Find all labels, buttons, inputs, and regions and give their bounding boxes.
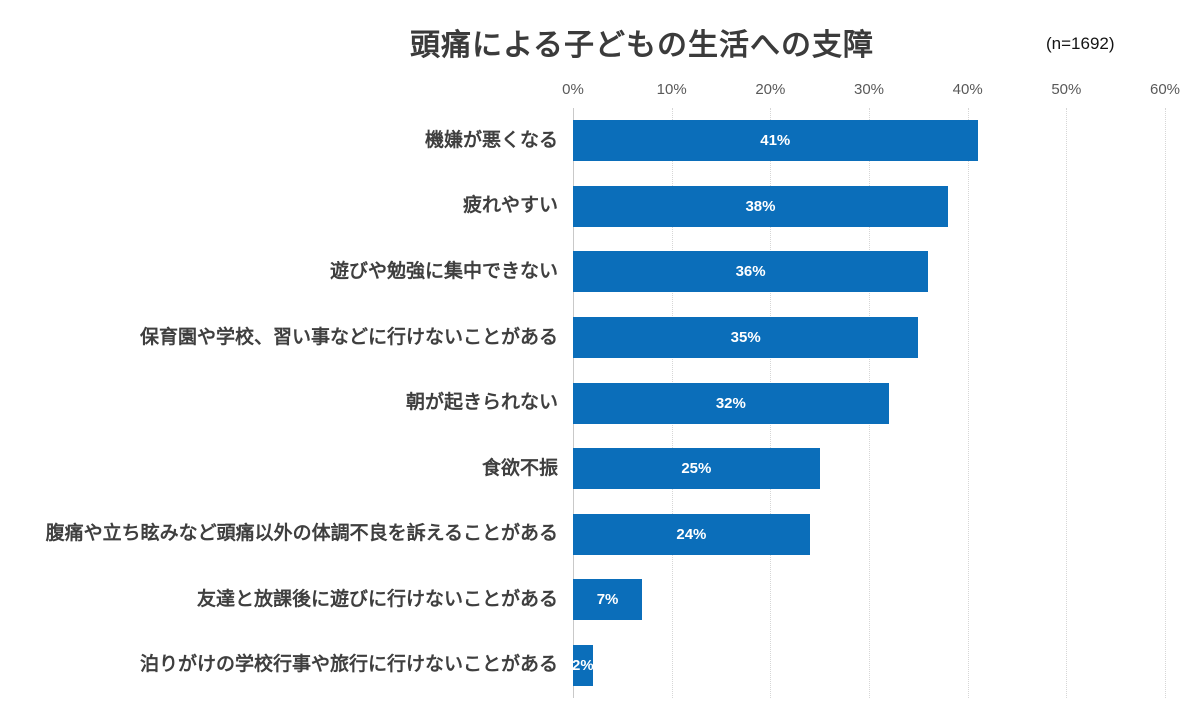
bar: 41% <box>573 120 978 162</box>
bar: 24% <box>573 513 810 555</box>
bar-value-label: 38% <box>745 197 776 215</box>
bar-row: 遊びや勉強に集中できない 36% <box>0 239 1165 305</box>
bar-track: 32% <box>573 382 1165 424</box>
bar: 36% <box>573 251 929 293</box>
x-axis-tick: 0% <box>562 81 584 98</box>
bar-value-label: 36% <box>735 263 766 281</box>
x-axis-tick: 40% <box>952 81 983 98</box>
bar-value-label: 25% <box>681 460 712 478</box>
gridline <box>967 108 969 698</box>
bar-row: 腹痛や立ち眩みなど頭痛以外の体調不良を訴えることがある 24% <box>0 501 1165 567</box>
bar-track: 38% <box>573 185 1165 227</box>
bar-rows: 機嫌が悪くなる 41% 疲れやすい 38% 遊びや勉強に集中できない 36% <box>0 108 1165 698</box>
category-label: 遊びや勉強に集中できない <box>329 261 558 283</box>
category-label: 食欲不振 <box>481 457 558 479</box>
bar: 2% <box>572 644 594 686</box>
bar-row: 保育園や学校、習い事などに行けないことがある 35% <box>0 305 1165 371</box>
bar-track: 7% <box>573 579 1165 621</box>
bar-value-label: 24% <box>676 525 707 543</box>
x-axis: 0% 10% 20% 30% 40% 50% 60% <box>562 81 1180 99</box>
bar-value-label: 32% <box>715 394 746 412</box>
category-label: 友達と放課後に遊びに行けないことがある <box>196 588 558 610</box>
bar-value-label: 41% <box>760 132 791 150</box>
x-axis-tick: 60% <box>1149 81 1181 98</box>
bar-value-label: 35% <box>730 328 761 346</box>
bar-row: 友達と放課後に遊びに行けないことがある 7% <box>0 567 1165 633</box>
x-axis-tick: 10% <box>656 81 687 98</box>
x-axis-tick: 20% <box>755 81 786 98</box>
category-label: 腹痛や立ち眩みなど頭痛以外の体調不良を訴えることがある <box>45 523 558 545</box>
gridline <box>1066 108 1068 698</box>
bar-track: 24% <box>573 513 1165 555</box>
bar-row: 機嫌が悪くなる 41% <box>0 108 1165 174</box>
bar-track: 2% <box>572 644 1165 686</box>
bar: 7% <box>573 579 643 621</box>
bar: 25% <box>573 448 820 490</box>
category-label: 疲れやすい <box>462 195 558 217</box>
x-axis-tick: 30% <box>853 81 885 98</box>
bar: 38% <box>573 185 948 227</box>
category-label: 保育園や学校、習い事などに行けないことがある <box>139 326 558 348</box>
category-label: 機嫌が悪くなる <box>424 129 558 151</box>
bar-track: 36% <box>573 251 1165 293</box>
bar: 35% <box>573 316 919 358</box>
bar-value-label: 7% <box>596 591 619 609</box>
x-axis-tick: 50% <box>1051 81 1082 98</box>
bar-row: 泊りがけの学校行事や旅行に行けないことがある 2% <box>0 633 1165 699</box>
bar-track: 25% <box>573 448 1165 490</box>
bar-value-label: 2% <box>572 656 594 674</box>
bar-row: 疲れやすい 38% <box>0 174 1165 240</box>
bar-row: 朝が起きられない 32% <box>0 370 1165 436</box>
sample-size-label: (n=1692) <box>1046 34 1115 53</box>
bar-track: 35% <box>573 316 1165 358</box>
bar: 32% <box>573 382 889 424</box>
bar-row: 食欲不振 25% <box>0 436 1165 502</box>
category-label: 朝が起きられない <box>405 392 558 414</box>
bar-track: 41% <box>573 120 1165 162</box>
category-label: 泊りがけの学校行事や旅行に行けないことがある <box>139 654 558 676</box>
chart-title: 頭痛による子どもの生活への支障 <box>409 29 875 62</box>
gridline <box>1165 108 1166 698</box>
